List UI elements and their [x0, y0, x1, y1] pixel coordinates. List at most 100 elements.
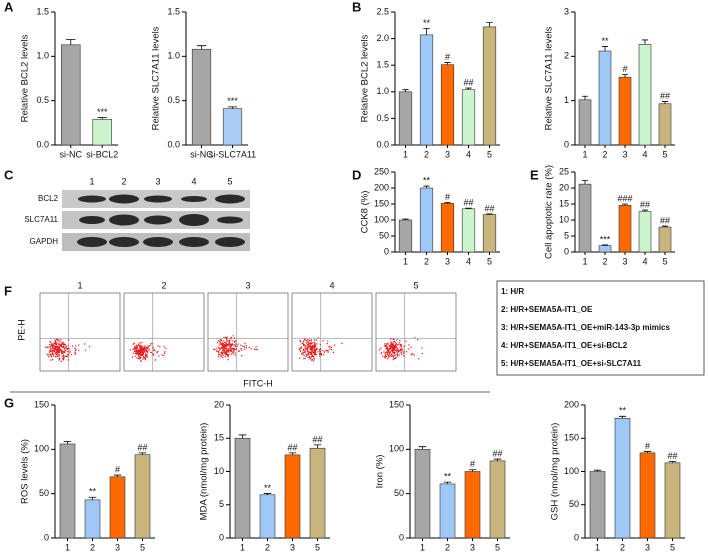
- y-axis-label: Relative SLC7A11 levels: [544, 26, 555, 130]
- x-tick-label: 5: [662, 149, 667, 159]
- x-tick-label: 2: [424, 256, 429, 266]
- error-bar: [423, 28, 430, 35]
- lane-label: 2: [121, 176, 126, 186]
- error-bar: [444, 62, 451, 65]
- x-tick-label: 4: [466, 149, 471, 159]
- y-tick-label: 0.5: [167, 95, 180, 105]
- flow-plot-frame: [207, 292, 289, 372]
- y-tick-label: 3: [564, 6, 569, 16]
- x-tick-label: 1: [403, 256, 408, 266]
- error-bar: [88, 496, 97, 500]
- flow-events: [213, 335, 258, 361]
- error-bar: [263, 493, 272, 495]
- panel-letter: A: [4, 0, 14, 14]
- error-bar: [138, 452, 147, 455]
- x-tick-label: 5: [495, 542, 500, 552]
- error-bar: [313, 444, 322, 449]
- error-bar: [486, 22, 493, 27]
- error-bar: [582, 180, 588, 185]
- panel-letter: D: [352, 167, 361, 182]
- bar: [222, 108, 243, 146]
- bar: [134, 454, 151, 539]
- bar: [439, 483, 456, 539]
- y-tick-label: 10: [214, 466, 224, 476]
- y-tick-label: 0: [384, 246, 389, 256]
- bar: [419, 34, 434, 146]
- significance-label: #: [445, 192, 450, 202]
- y-tick-label: 1.5: [36, 6, 49, 16]
- y-tick-label: 0.5: [36, 95, 49, 105]
- significance-label: ##: [137, 442, 147, 452]
- lane-label: 3: [155, 176, 160, 186]
- bar: [638, 44, 652, 146]
- significance-label: #: [645, 441, 650, 451]
- significance-label: ***: [600, 234, 611, 244]
- y-axis-label: Iron (%): [375, 455, 386, 489]
- x-tick-label: 4: [466, 256, 471, 266]
- y-tick-label: 0.0: [36, 139, 49, 149]
- blot-image: [62, 190, 250, 251]
- bar: [464, 471, 481, 539]
- panel-letter: E: [530, 167, 539, 182]
- y-tick-label: 1.5: [167, 6, 180, 16]
- bar: [398, 219, 413, 253]
- error-bar: [602, 244, 608, 246]
- bar: [598, 245, 612, 253]
- y-tick-label: 1.5: [376, 60, 389, 70]
- legend-entry: 4: H/R+SEMA5A-IT1_OE+si-BCL2: [501, 341, 628, 350]
- bar: [482, 214, 497, 253]
- error-bar: [493, 458, 502, 461]
- bar: [92, 118, 113, 146]
- y-tick-label: 20: [214, 399, 224, 409]
- flow-plot-frame: [39, 292, 121, 372]
- x-tick-label: 3: [115, 542, 120, 552]
- bar: [191, 48, 212, 146]
- error-bar: [113, 474, 122, 477]
- x-tick-label: si-NC: [60, 149, 83, 159]
- x-tick-label: 5: [315, 542, 320, 552]
- error-bar: [418, 446, 427, 450]
- y-axis-label: Cell apoptotic rate (%): [544, 165, 555, 259]
- bar: [658, 103, 672, 146]
- x-tick-label: 2: [620, 542, 625, 552]
- flow-events: [298, 337, 343, 362]
- flow-panel-label: 4: [329, 280, 334, 290]
- error-bar: [642, 209, 648, 212]
- significance-label: ##: [660, 215, 670, 225]
- y-tick-label: 0: [399, 532, 404, 542]
- bar: [60, 44, 81, 146]
- flow-plots: [39, 292, 457, 372]
- error-bar: [465, 87, 472, 90]
- bar: [440, 203, 455, 253]
- bar: [259, 494, 276, 539]
- bar: [482, 26, 497, 146]
- error-bar: [423, 185, 430, 188]
- y-axis-label: GSH (nmol/mg protein): [550, 423, 561, 521]
- bar: [578, 99, 592, 146]
- flow-panel-label: 1: [77, 280, 82, 290]
- significance-label: ##: [463, 198, 473, 208]
- significance-label: ###: [617, 193, 632, 203]
- error-bar: [444, 202, 451, 204]
- y-tick-label: 150: [34, 399, 49, 409]
- blot-row-label: BCL2: [38, 194, 59, 203]
- y-tick-label: 1: [564, 95, 569, 105]
- error-bar: [602, 46, 608, 52]
- significance-label: ##: [312, 434, 322, 444]
- x-tick-label: 1: [403, 149, 408, 159]
- legend-entry: 2: H/R+SEMA5A-IT1_OE: [501, 305, 593, 314]
- y-tick-label: 0.5: [376, 113, 389, 123]
- x-tick-label: 4: [642, 256, 647, 266]
- bar: [589, 471, 606, 539]
- y-tick-label: 100: [389, 444, 404, 454]
- y-tick-label: 1.0: [167, 51, 180, 61]
- x-tick-label: si-SLC7A11: [209, 149, 256, 159]
- x-tick-label: 2: [602, 256, 607, 266]
- error-bar: [63, 440, 72, 445]
- y-tick-label: 5: [219, 499, 224, 509]
- x-tick-label: 1: [420, 542, 425, 552]
- error-bar: [196, 45, 207, 50]
- significance-label: ##: [484, 203, 494, 213]
- x-tick-label: 2: [265, 542, 270, 552]
